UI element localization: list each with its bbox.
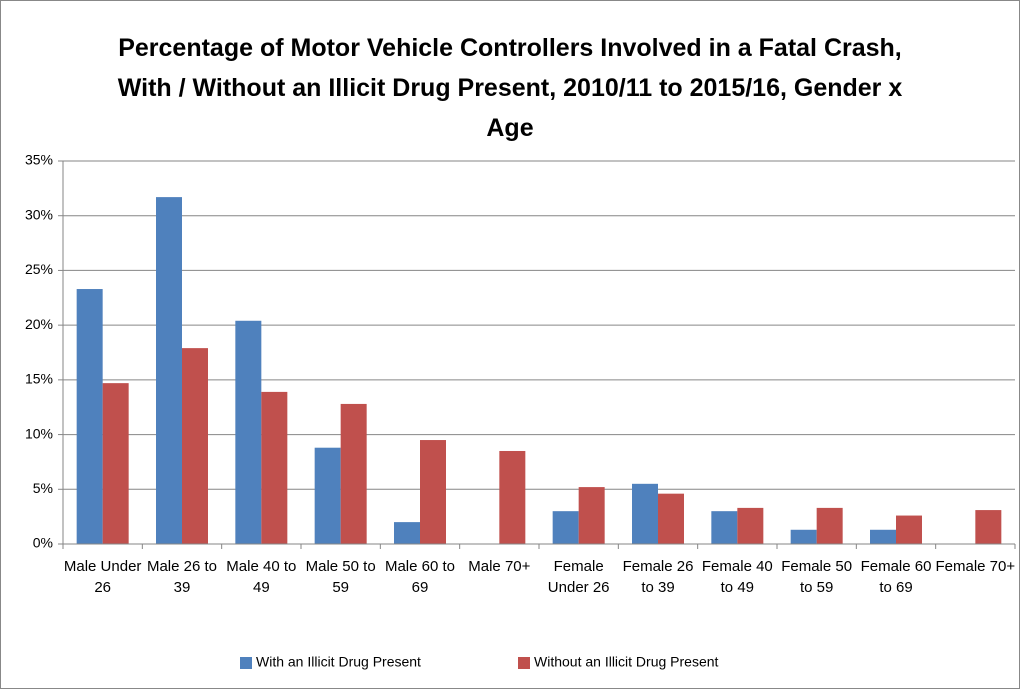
y-tick-label: 20% [25, 316, 53, 332]
x-tick-label: Male 70+ [468, 558, 531, 575]
bar [156, 197, 182, 544]
bar [711, 511, 738, 544]
x-tick-label: Female Under 26 [547, 558, 610, 596]
bar [816, 507, 843, 544]
x-tick-label: Male Under 26 [63, 558, 142, 596]
x-tick-label: Male 26 to 39 [146, 558, 218, 596]
legend-label: With an Illicit Drug Present [256, 654, 421, 670]
bar [182, 348, 208, 544]
x-tick-label: Male 60 to 69 [384, 558, 456, 596]
bar [870, 529, 896, 544]
bar [658, 493, 684, 544]
bar [896, 515, 922, 544]
bar [737, 507, 764, 544]
y-tick-label: 10% [25, 425, 53, 441]
chart-title: Percentage of Motor Vehicle Controllers … [117, 34, 903, 142]
y-tick-label: 30% [25, 206, 53, 222]
bar [499, 450, 526, 544]
y-tick-label: 35% [25, 152, 53, 168]
y-tick-label: 15% [25, 371, 53, 387]
bar [632, 483, 658, 544]
x-tick-label: Female 60 to 69 [860, 558, 932, 596]
bar [420, 440, 446, 544]
legend-swatch [240, 657, 252, 669]
bar [790, 529, 817, 544]
bar [76, 289, 103, 544]
x-tick-label: Female 70+ [935, 558, 1016, 575]
bar [552, 511, 579, 544]
x-tick-label: Female 40 to 49 [701, 558, 773, 596]
legend-swatch [518, 657, 530, 669]
bar [975, 510, 1002, 544]
bar [578, 487, 605, 544]
x-tick-label: Female 50 to 59 [781, 558, 853, 596]
bar [340, 403, 367, 544]
x-tick-label: Male 40 to 49 [226, 558, 297, 596]
y-tick-label: 25% [25, 261, 53, 277]
bar [394, 522, 420, 544]
legend-label: Without an Illicit Drug Present [534, 654, 719, 670]
bar [102, 383, 129, 544]
x-tick-label: Male 50 to 59 [305, 558, 376, 596]
y-tick-label: 5% [33, 480, 53, 496]
bar [261, 391, 288, 544]
x-tick-label: Female 26 to 39 [622, 558, 694, 596]
bar [314, 447, 341, 544]
bar [235, 320, 262, 544]
y-tick-label: 0% [33, 535, 53, 551]
